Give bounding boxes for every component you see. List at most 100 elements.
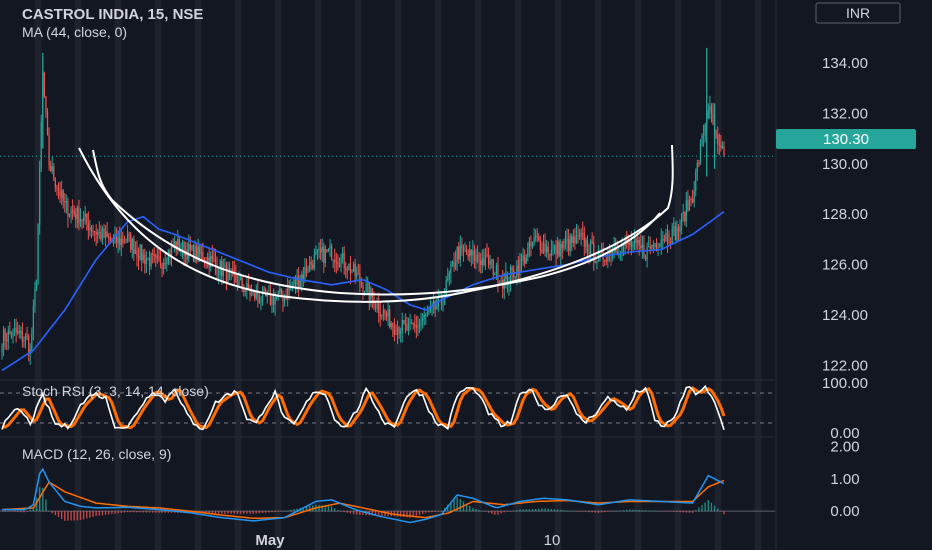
stoch-d-line[interactable] (2, 386, 726, 430)
candle-body[interactable] (26, 335, 28, 337)
candle-body[interactable] (649, 246, 651, 249)
candle-body[interactable] (707, 110, 709, 119)
candle-body[interactable] (528, 241, 531, 249)
candle-body[interactable] (334, 259, 336, 262)
candle-body[interactable] (407, 323, 410, 331)
candle-body[interactable] (360, 282, 363, 285)
candle-body[interactable] (301, 274, 303, 281)
candle-body[interactable] (497, 264, 499, 283)
candle-body[interactable] (254, 290, 256, 299)
candle-body[interactable] (483, 258, 485, 266)
candle-body[interactable] (401, 320, 403, 332)
candle-body[interactable] (46, 112, 49, 135)
candle-body[interactable] (589, 241, 592, 255)
candle-body[interactable] (720, 145, 722, 148)
candle-body[interactable] (214, 259, 217, 265)
candle-body[interactable] (709, 106, 711, 111)
candle-body[interactable] (274, 297, 276, 305)
candle-body[interactable] (169, 250, 171, 256)
candle-body[interactable] (48, 134, 50, 167)
candle-body[interactable] (445, 280, 447, 296)
candle-body[interactable] (167, 250, 170, 264)
candle-body[interactable] (241, 278, 243, 288)
candle-body[interactable] (296, 276, 298, 285)
candle-body[interactable] (247, 282, 250, 291)
candle-body[interactable] (363, 291, 366, 293)
candle-body[interactable] (616, 251, 618, 255)
candle-body[interactable] (9, 331, 11, 334)
candle-body[interactable] (392, 323, 394, 327)
candle-body[interactable] (563, 240, 565, 249)
candle-body[interactable] (147, 257, 149, 260)
candle-body[interactable] (525, 257, 527, 264)
candle-body[interactable] (552, 248, 554, 250)
candle-body[interactable] (307, 271, 309, 273)
candle-body[interactable] (345, 267, 347, 270)
candle-body[interactable] (123, 242, 126, 244)
candle-body[interactable] (53, 166, 55, 180)
candle-body[interactable] (506, 273, 509, 285)
candle-body[interactable] (567, 239, 570, 251)
candle-body[interactable] (115, 233, 118, 243)
macd-line[interactable] (2, 467, 725, 524)
candle-body[interactable] (458, 246, 460, 260)
candle-body[interactable] (280, 288, 283, 297)
candle-body[interactable] (470, 249, 472, 256)
currency-badge[interactable] (815, 2, 901, 24)
candle-body[interactable] (690, 199, 692, 201)
candle-body[interactable] (255, 291, 257, 299)
candle-body[interactable] (318, 248, 320, 250)
candle-body[interactable] (261, 289, 264, 301)
candle-body[interactable] (164, 262, 166, 265)
candle-body[interactable] (359, 273, 361, 283)
candle-body[interactable] (453, 262, 455, 268)
candle-body[interactable] (367, 283, 369, 285)
candle-body[interactable] (155, 255, 157, 257)
candle-body[interactable] (691, 199, 694, 203)
candle-body[interactable] (659, 245, 661, 248)
candle-body[interactable] (396, 327, 399, 335)
candle-body[interactable] (652, 245, 654, 247)
candle-body[interactable] (97, 232, 99, 235)
candle-body[interactable] (434, 301, 436, 310)
candle-body[interactable] (35, 281, 38, 289)
candle-body[interactable] (236, 282, 239, 287)
candle-body[interactable] (64, 201, 66, 203)
candle-body[interactable] (283, 295, 286, 301)
candle-body[interactable] (362, 284, 364, 293)
candle-body[interactable] (583, 233, 585, 247)
candle-body[interactable] (323, 246, 325, 263)
candle-body[interactable] (199, 246, 201, 254)
candle-body[interactable] (174, 241, 176, 247)
candle-body[interactable] (696, 163, 698, 172)
candle-body[interactable] (61, 190, 63, 198)
candle-body[interactable] (232, 268, 234, 271)
candle-body[interactable] (519, 259, 521, 275)
candle-body[interactable] (268, 292, 270, 294)
candle-body[interactable] (81, 219, 83, 221)
candle-body[interactable] (374, 307, 377, 309)
candle-body[interactable] (326, 249, 328, 252)
candle-body[interactable] (487, 255, 490, 265)
candle-body[interactable] (191, 245, 193, 250)
candle-body[interactable] (605, 259, 607, 262)
candle-body[interactable] (517, 265, 520, 275)
candle-body[interactable] (93, 231, 96, 233)
candle-body[interactable] (489, 260, 491, 265)
candle-body[interactable] (693, 190, 695, 203)
candle-body[interactable] (646, 246, 648, 260)
candle-body[interactable] (356, 273, 358, 277)
candle-body[interactable] (302, 274, 304, 279)
candle-body[interactable] (78, 207, 80, 224)
candle-body[interactable] (685, 200, 687, 222)
candle-body[interactable] (558, 241, 560, 257)
candle-body[interactable] (10, 333, 13, 337)
candle-body[interactable] (101, 228, 104, 240)
candle-body[interactable] (312, 264, 314, 269)
candle-body[interactable] (671, 227, 673, 243)
candle-body[interactable] (618, 254, 620, 256)
candle-body[interactable] (161, 266, 163, 270)
candle-body[interactable] (456, 246, 458, 262)
candle-body[interactable] (310, 262, 312, 265)
